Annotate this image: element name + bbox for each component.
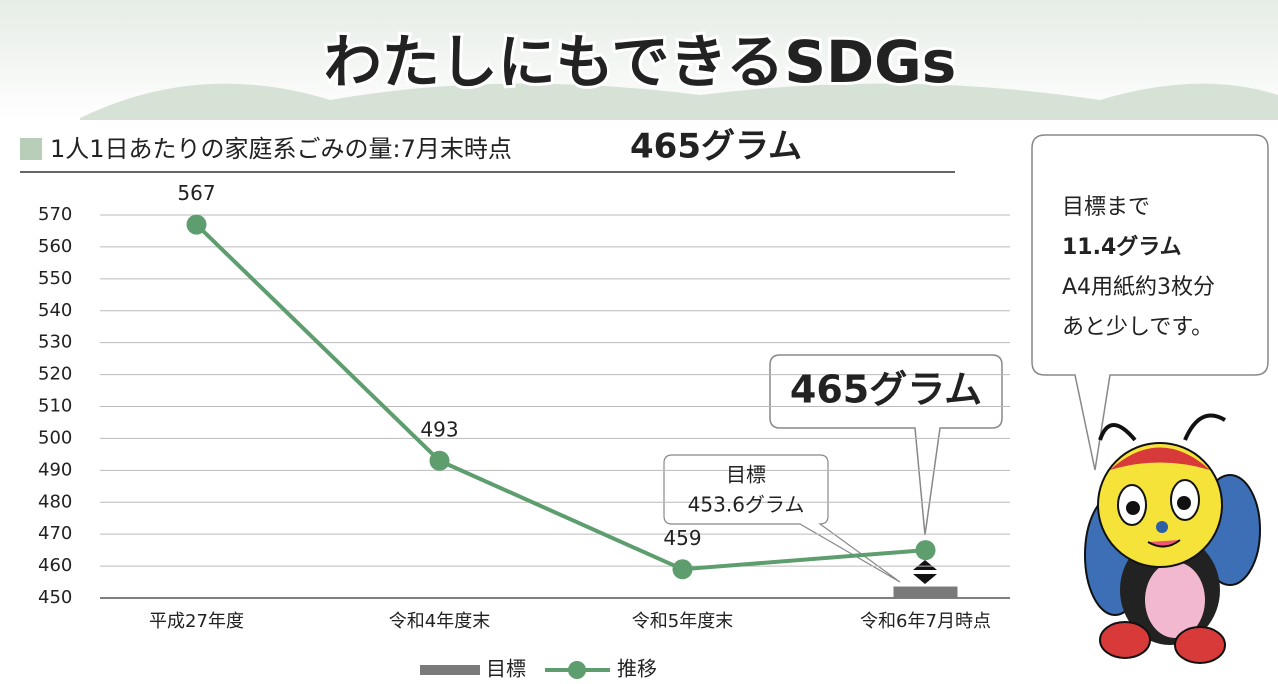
legend-label: 推移 <box>617 657 657 681</box>
chart-title: 1人1日あたりの家庭系ごみの量:7月末時点 <box>50 135 512 163</box>
y-tick-label: 520 <box>38 364 72 385</box>
legend-label: 目標 <box>486 657 526 681</box>
title-marker <box>20 138 42 160</box>
bubble-line: A4用紙約3枚分 <box>1062 275 1215 300</box>
point <box>186 214 207 235</box>
banner-title: わたしにもできるSDGs <box>324 28 957 96</box>
y-tick-label: 540 <box>38 300 72 321</box>
x-tick-label: 令和6年7月時点 <box>860 611 991 632</box>
plot: 450 460 470 480 490 500 510 520 530 540 550 560 570 平… <box>38 181 1010 681</box>
value-label: 493 <box>420 417 458 441</box>
gap-arrow <box>913 560 937 584</box>
point <box>429 450 450 471</box>
target-value-label: 453.6グラム <box>688 493 805 517</box>
target-callout <box>663 454 901 583</box>
y-tick-label: 570 <box>38 204 72 225</box>
bubble-line: あと少しです。 <box>1062 315 1213 340</box>
y-tick-label: 450 <box>38 587 72 608</box>
value-label: 459 <box>663 526 701 550</box>
y-tick-label: 480 <box>38 491 72 512</box>
y-tick-label: 470 <box>38 523 72 544</box>
x-tick-label: 平成27年度 <box>149 611 244 632</box>
bubble-line: 11.4グラム <box>1062 234 1182 260</box>
value-label: 465グラム <box>790 368 982 412</box>
x-tick-label: 令和5年度末 <box>632 611 733 632</box>
trend-line <box>195 223 926 572</box>
value-callout <box>769 354 1003 536</box>
y-tick-label: 550 <box>38 268 72 289</box>
y-tick-label: 510 <box>38 396 72 417</box>
y-tick-label: 500 <box>38 427 72 448</box>
speech-bubble <box>1031 134 1269 471</box>
point <box>915 540 936 561</box>
chart-subtitle: 465グラム <box>630 127 802 167</box>
banner-hills <box>80 83 1278 120</box>
y-tick-label: 530 <box>38 332 72 353</box>
mascot <box>1084 413 1261 664</box>
y-tick-label: 560 <box>38 236 72 257</box>
target-label: 目標 <box>726 463 766 487</box>
legend-swatch <box>420 665 480 675</box>
y-tick-label: 490 <box>38 459 72 480</box>
y-tick-label: 460 <box>38 555 72 576</box>
point <box>672 559 693 580</box>
value-label: 567 <box>177 181 215 205</box>
legend-swatch <box>568 661 586 679</box>
bubble-line: 目標まで <box>1062 195 1150 220</box>
x-tick-label: 令和4年度末 <box>389 611 490 632</box>
target-bar <box>893 586 958 598</box>
